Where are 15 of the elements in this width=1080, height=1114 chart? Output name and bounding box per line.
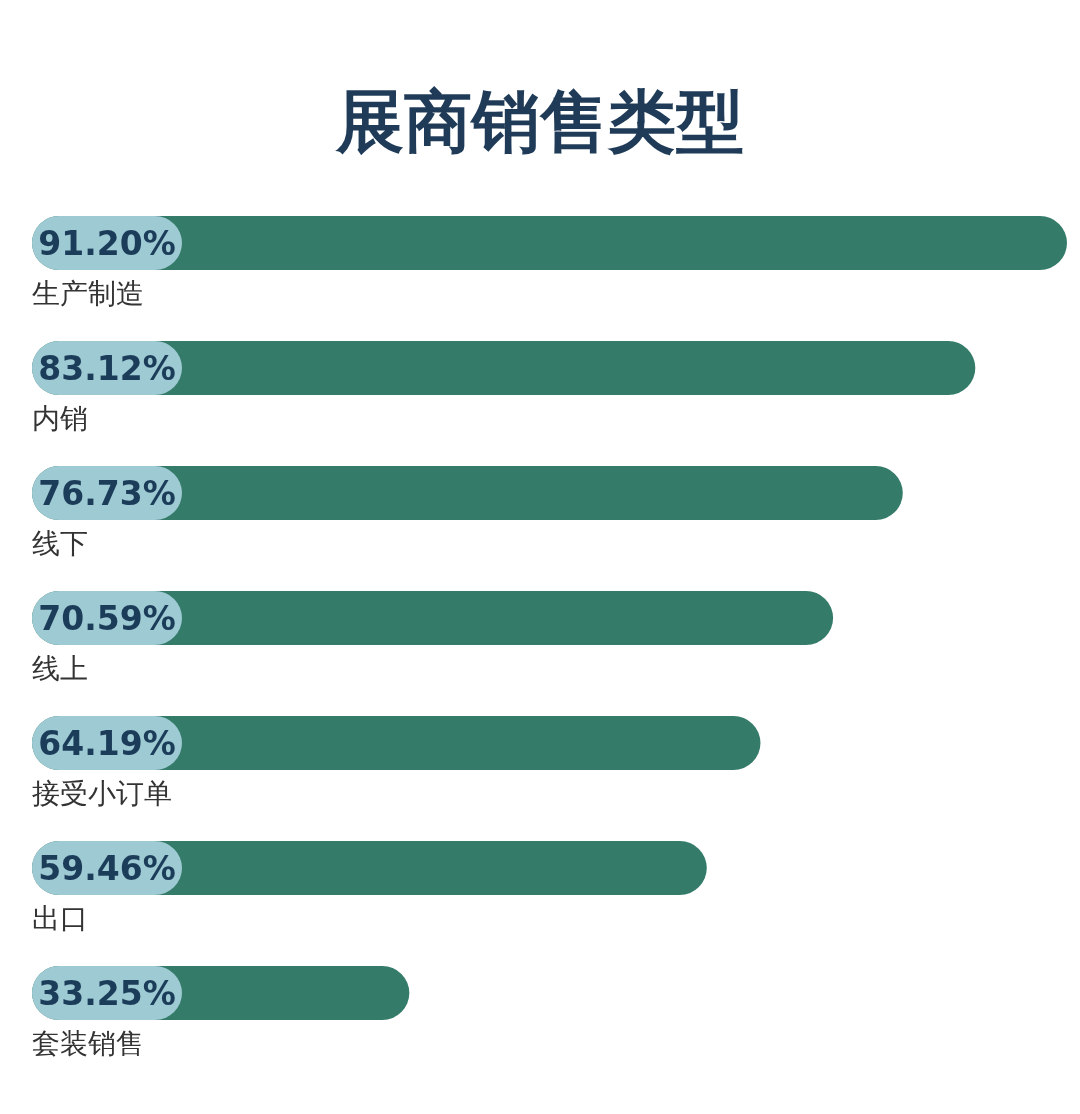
chart-title: 展商销售类型	[335, 82, 744, 161]
y-tick-label: 出口	[32, 902, 88, 935]
y-tick-label: 线上	[32, 652, 88, 685]
data-label: 76.73%	[38, 474, 176, 513]
data-label: 83.12%	[38, 349, 176, 388]
data-label: 59.46%	[38, 849, 176, 888]
y-tick-label: 内销	[32, 402, 88, 435]
data-label: 91.20%	[38, 224, 176, 263]
y-tick-label: 生产制造	[32, 277, 144, 310]
y-tick-label: 线下	[32, 527, 88, 560]
data-label: 33.25%	[38, 974, 176, 1013]
data-label: 64.19%	[38, 724, 176, 763]
y-tick-label: 接受小订单	[32, 777, 172, 810]
y-tick-label: 套装销售	[32, 1027, 144, 1060]
data-label: 70.59%	[38, 599, 176, 638]
